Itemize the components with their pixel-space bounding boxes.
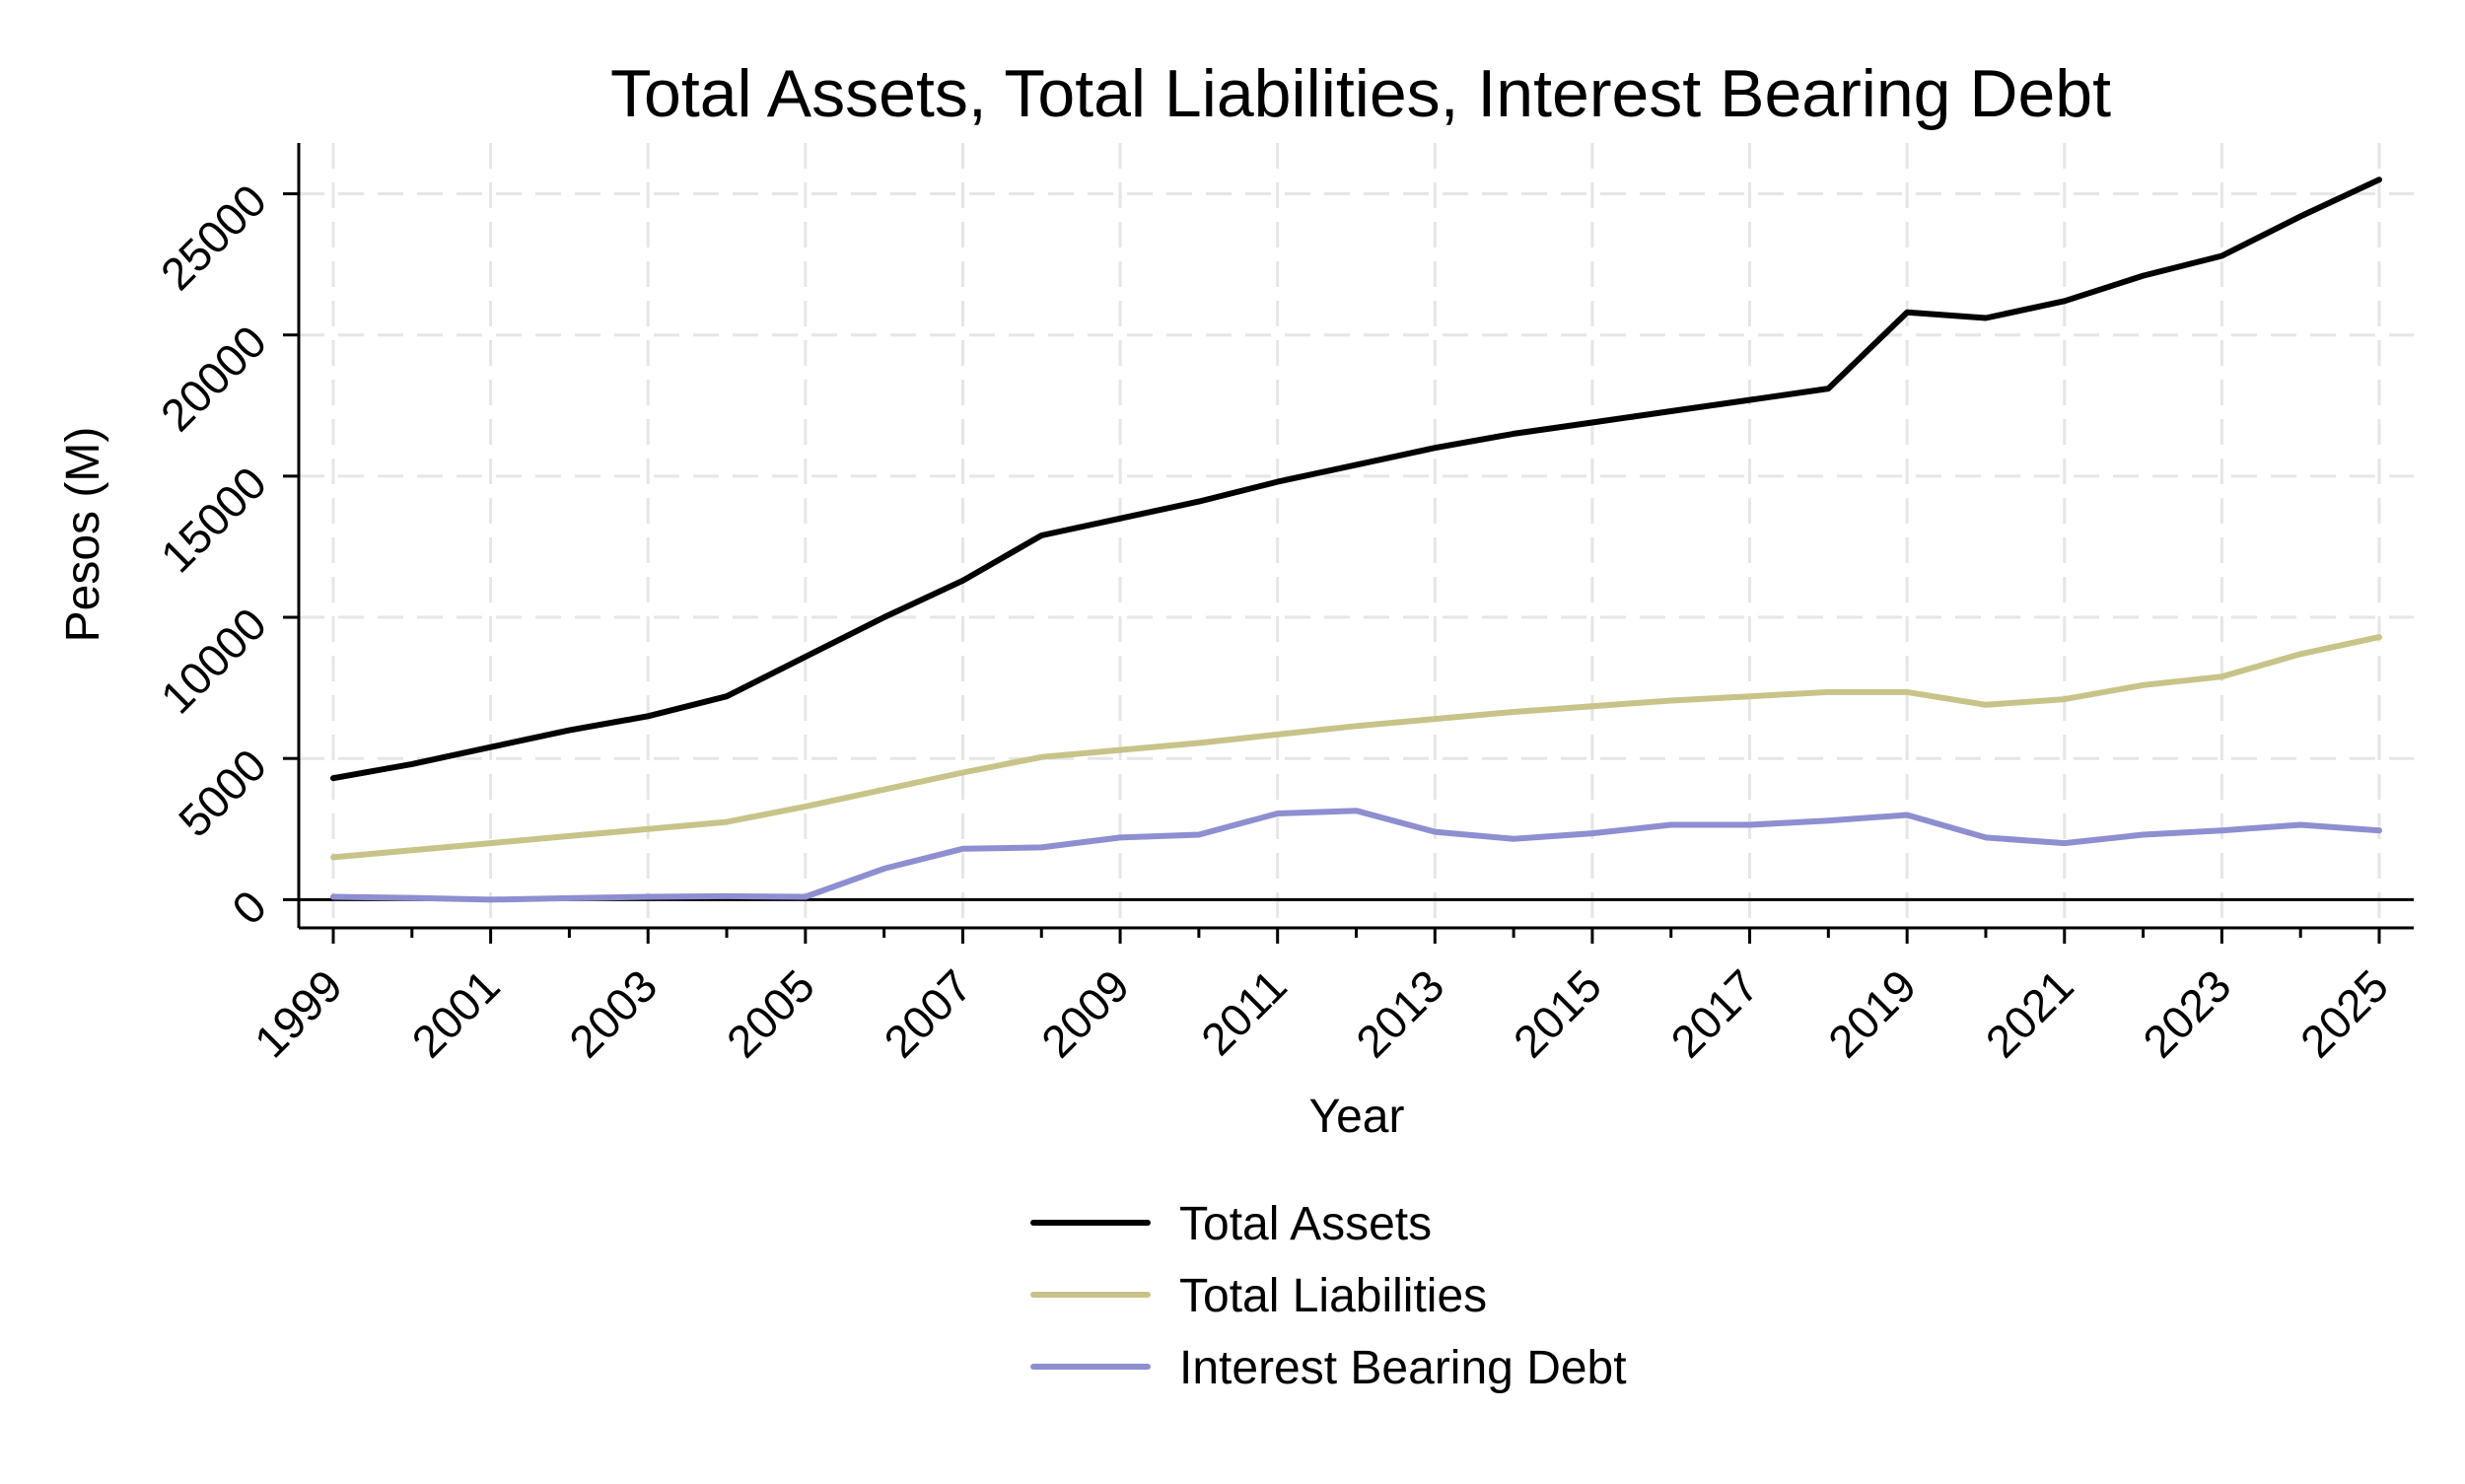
legend-label: Total Assets	[1179, 1198, 1432, 1250]
x-tick-label: 1999	[245, 959, 352, 1067]
x-tick-label: 2001	[402, 959, 510, 1067]
x-axis-ticks: 1999 2001 2003 2005 2007 2009 2011 2013 2015 2017…	[245, 928, 2398, 1067]
y-axis-label: Pesos (M)	[57, 427, 109, 643]
y-tick-label: 5000	[169, 740, 276, 847]
series-line-interest-bearing-debt	[330, 808, 2382, 903]
legend-item: Total Liabilities	[1030, 1270, 1487, 1322]
x-tick-label: 2003	[559, 959, 667, 1067]
x-tick-label: 2025	[2290, 959, 2398, 1067]
x-tick-label: 2017	[1660, 959, 1768, 1067]
legend-label: Interest Bearing Debt	[1179, 1342, 1627, 1394]
y-tick-label: 10000	[151, 598, 276, 723]
legend-label: Total Liabilities	[1179, 1270, 1487, 1322]
series-line-total-liabilities	[330, 634, 2382, 861]
x-tick-label: 2013	[1346, 959, 1453, 1067]
y-tick-label: 25000	[151, 175, 276, 300]
x-tick-label: 2005	[717, 959, 824, 1067]
y-tick-label: 20000	[151, 316, 276, 441]
legend-item: Total Assets	[1030, 1198, 1432, 1250]
x-tick-label: 2011	[1191, 959, 1297, 1065]
legend-item: Interest Bearing Debt	[1030, 1342, 1627, 1394]
grid	[299, 143, 2414, 928]
x-tick-label: 2007	[874, 959, 981, 1067]
y-tick-label: 15000	[151, 457, 276, 582]
x-tick-label: 2009	[1031, 959, 1139, 1067]
y-axis-ticks: 0 5000 10000 15000 20000 25000	[151, 175, 299, 935]
x-tick-label: 2021	[1976, 959, 2083, 1067]
x-tick-label: 2015	[1504, 959, 1611, 1067]
legend: Total Assets Total Liabilities Interest Be…	[1030, 1198, 1627, 1394]
chart-title: Total Assets, Total Liabilities, Interes…	[610, 56, 2111, 131]
series-line-total-assets	[330, 177, 2382, 782]
x-tick-label: 2023	[2133, 959, 2240, 1067]
x-axis-label: Year	[1309, 1091, 1405, 1143]
x-tick-label: 2019	[1818, 959, 1926, 1067]
y-tick-label: 0	[222, 881, 276, 935]
series-lines	[330, 177, 2382, 903]
